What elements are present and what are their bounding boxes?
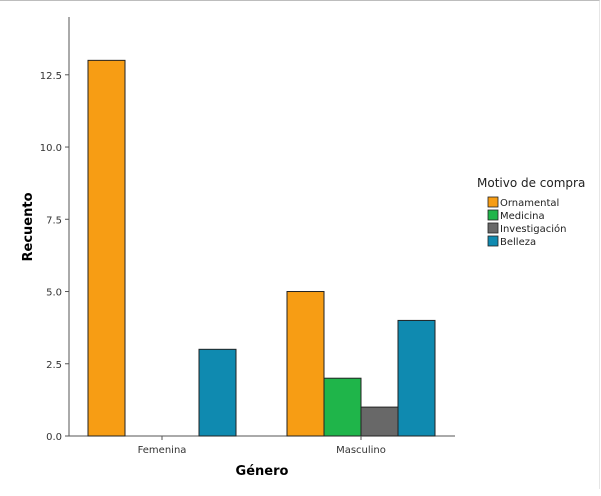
bar-masculino-ornamental	[286, 291, 325, 437]
legend-swatch-investigación	[487, 222, 499, 234]
y-tick-label: 5.0	[46, 288, 62, 299]
bar-masculino-medicina	[323, 377, 362, 437]
bars	[87, 59, 436, 437]
legend-label-medicina: Medicina	[500, 211, 545, 222]
x-tick-label-femenina: Femenina	[138, 445, 187, 456]
y-axis-title: Recuento	[21, 192, 36, 261]
y-tick-label: 10.0	[40, 143, 62, 154]
bar-masculino-investigación	[360, 406, 399, 437]
x-ticks: Femenina Masculino	[138, 436, 386, 456]
x-axis-title: Género	[236, 464, 289, 479]
y-tick-label: 0.0	[46, 432, 62, 443]
y-tick-label: 2.5	[46, 360, 62, 371]
y-tick-label: 12.5	[40, 71, 62, 82]
bar-femenina-ornamental	[87, 59, 126, 437]
axes	[68, 17, 455, 437]
bar-femenina-belleza	[198, 348, 237, 437]
legend-label-belleza: Belleza	[500, 237, 536, 248]
legend-swatch-medicina	[487, 209, 499, 221]
legend: Motivo de compra Ornamental MedicinaInves…	[477, 176, 585, 248]
legend-label-ornamental: Ornamental	[500, 198, 559, 209]
y-tick-label: 7.5	[46, 215, 62, 226]
x-tick-label-masculino: Masculino	[336, 445, 386, 456]
y-ticks: 0.0 2.5 5.0 7.5 10.0 12.5	[40, 71, 69, 443]
legend-swatch-ornamental	[487, 196, 499, 208]
legend-title: Motivo de compra	[477, 176, 585, 190]
legend-label-investigación: Investigación	[500, 223, 566, 235]
legend-swatch-belleza	[487, 235, 499, 247]
bar-masculino-belleza	[397, 319, 436, 437]
